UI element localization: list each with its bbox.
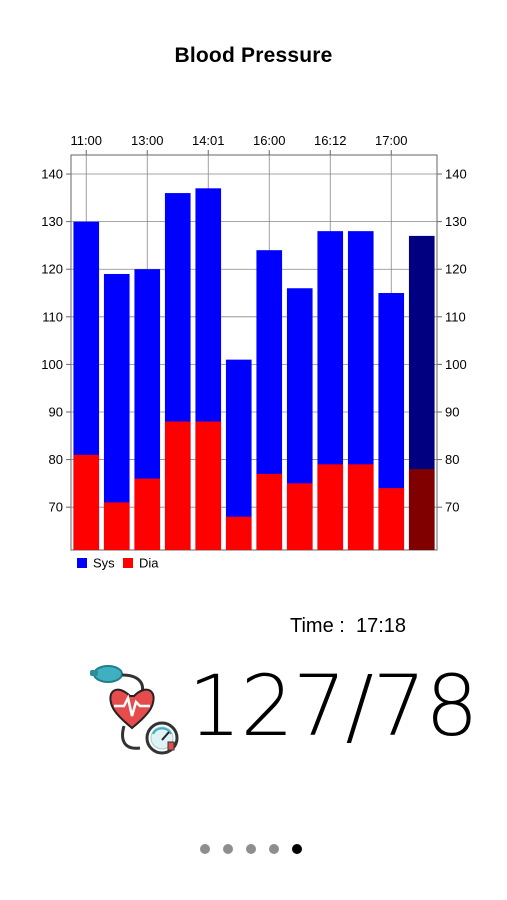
y-tick-label-right: 110 bbox=[445, 309, 466, 324]
y-tick-label-right: 70 bbox=[445, 500, 459, 515]
y-tick-label-left: 100 bbox=[41, 357, 63, 372]
plot-frame bbox=[70, 154, 438, 551]
bar-dia bbox=[103, 502, 130, 550]
y-tick-label-right: 130 bbox=[445, 214, 467, 229]
time-value: 17:18 bbox=[355, 615, 407, 637]
y-tick-label-right: 80 bbox=[445, 452, 459, 467]
page-dot-2[interactable] bbox=[223, 844, 233, 854]
bar-dia bbox=[134, 478, 161, 550]
y-tick-label-left: 110 bbox=[42, 309, 63, 324]
bar-dia bbox=[286, 483, 313, 550]
y-tick-label-right: 90 bbox=[445, 404, 459, 419]
bar-dia bbox=[408, 469, 435, 550]
legend-label-dia: Dia bbox=[139, 556, 159, 571]
y-tick-label-right: 140 bbox=[445, 167, 467, 182]
page-dot-3[interactable] bbox=[246, 844, 256, 854]
bar-dia bbox=[225, 516, 252, 550]
x-tick-label: 16:00 bbox=[253, 133, 286, 148]
page-dot-5[interactable] bbox=[292, 844, 302, 854]
y-tick-label-left: 90 bbox=[49, 404, 63, 419]
blood-pressure-chart[interactable]: 70 70 80 80 90 90 100 100 110 110 120 120 130 130 140 1… bbox=[0, 120, 507, 580]
bar-dia bbox=[317, 464, 344, 550]
bar-dia bbox=[73, 454, 100, 550]
y-tick-label-left: 140 bbox=[41, 167, 63, 182]
x-tick-label: 13:00 bbox=[131, 133, 164, 148]
page-dot-4[interactable] bbox=[269, 844, 279, 854]
page-dot-1[interactable] bbox=[200, 844, 210, 854]
time-row: Time : 17:18 bbox=[290, 615, 406, 638]
bar-dia bbox=[378, 488, 405, 550]
blood-pressure-monitor-icon bbox=[90, 665, 179, 755]
bar-dia bbox=[256, 473, 283, 550]
legend-swatch-sys bbox=[77, 558, 87, 568]
page-title: Blood Pressure bbox=[174, 44, 333, 67]
y-tick-label-right: 100 bbox=[445, 357, 467, 372]
y-tick-label-left: 120 bbox=[41, 262, 63, 277]
y-tick-label-left: 80 bbox=[49, 452, 63, 467]
bar-dia bbox=[164, 421, 191, 550]
x-tick-label: 14:01 bbox=[192, 133, 225, 148]
legend-label-sys: Sys bbox=[93, 556, 115, 571]
bp-reading-value: 127/78 bbox=[188, 657, 479, 755]
chart-legend: Sys Dia bbox=[77, 556, 159, 571]
x-tick-label: 17:00 bbox=[375, 133, 408, 148]
x-tick-label: 11:00 bbox=[70, 133, 102, 148]
y-tick-label-right: 120 bbox=[445, 262, 467, 277]
bar-dia bbox=[347, 464, 374, 550]
page-indicator[interactable] bbox=[200, 844, 302, 854]
y-tick-label-left: 70 bbox=[49, 500, 63, 515]
x-tick-label: 16:12 bbox=[314, 133, 347, 148]
time-label: Time : bbox=[290, 615, 345, 637]
legend-swatch-dia bbox=[123, 558, 133, 568]
y-tick-label-left: 130 bbox=[41, 214, 63, 229]
bar-dia bbox=[195, 421, 222, 550]
